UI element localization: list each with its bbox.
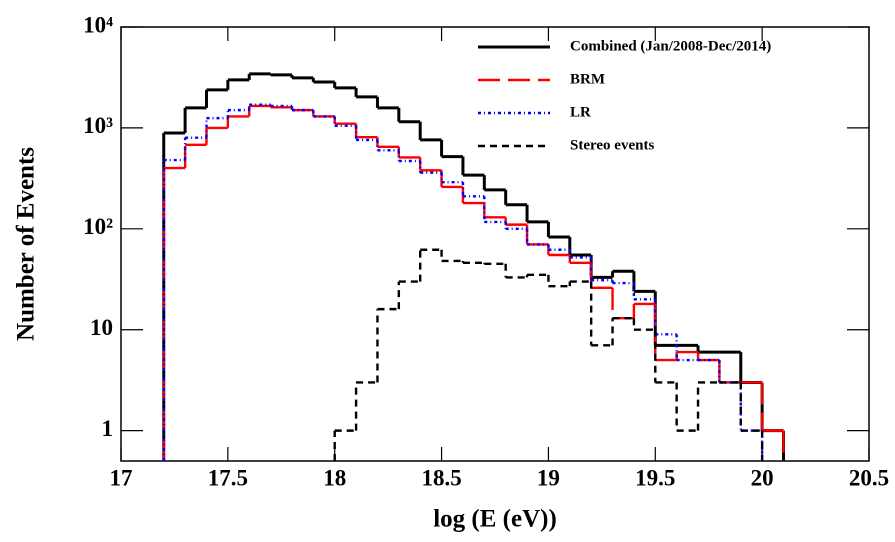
x-tick-label: 19 — [537, 465, 560, 490]
y-tick-label: 1 — [102, 416, 114, 441]
y-axis-title: Number of Events — [13, 147, 40, 341]
x-tick-label: 19.5 — [635, 465, 675, 490]
y-tick-label: 10 — [90, 315, 113, 340]
x-axis-title: log (E (eV)) — [433, 506, 557, 533]
x-tick-label: 18.5 — [421, 465, 461, 490]
plot-frame — [120, 26, 870, 462]
x-tick-label: 17.5 — [208, 465, 248, 490]
x-tick-label: 20.5 — [849, 465, 889, 490]
legend-label: Combined (Jan/2008-Dec/2014) — [570, 38, 771, 54]
x-tick-label: 17 — [110, 465, 133, 490]
y-tick-label: 10⁴ — [83, 12, 113, 37]
legend-label: LR — [570, 104, 591, 120]
x-tick-label: 18 — [323, 465, 346, 490]
legend-label: BRM — [570, 71, 605, 87]
legend-label: Stereo events — [570, 137, 654, 153]
y-tick-label: 10³ — [83, 113, 113, 138]
x-tick-label: 20 — [751, 465, 774, 490]
y-tick-label: 10² — [83, 214, 113, 239]
